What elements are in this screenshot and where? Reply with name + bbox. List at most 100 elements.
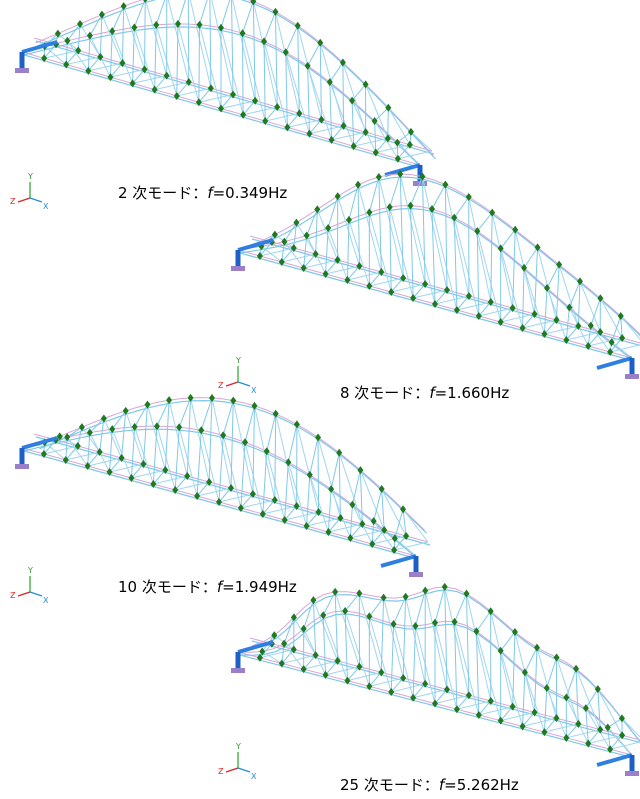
- member: [525, 648, 537, 673]
- axis-label: Y: [27, 172, 33, 181]
- member: [307, 475, 310, 526]
- member: [304, 661, 338, 669]
- axis-z: [226, 768, 238, 772]
- member: [432, 209, 435, 304]
- caption: 8 次モード：f=1.660Hz: [340, 384, 509, 402]
- bridge: [15, 394, 430, 577]
- member: [242, 1, 253, 33]
- member: [360, 470, 362, 524]
- member: [479, 308, 513, 316]
- member: [313, 600, 315, 655]
- member: [411, 206, 435, 304]
- member: [369, 616, 391, 692]
- member: [391, 284, 425, 292]
- member: [544, 688, 546, 732]
- member: [600, 298, 622, 338]
- member: [313, 600, 337, 661]
- member: [153, 476, 187, 484]
- member: [547, 657, 557, 688]
- member: [197, 430, 201, 496]
- member: [264, 41, 287, 127]
- bearing: [15, 464, 29, 469]
- page: YZX2 次モード：f=0.349HzYZX8 次モード：f=1.660HzYZ…: [0, 0, 640, 799]
- caption-part: 25 次モード：: [340, 776, 439, 794]
- member: [411, 177, 423, 206]
- member: [391, 684, 425, 692]
- member: [242, 33, 243, 115]
- member: [524, 247, 537, 268]
- member: [308, 43, 321, 66]
- member: [435, 587, 445, 623]
- member: [352, 101, 354, 147]
- member: [345, 611, 369, 686]
- member: [267, 414, 276, 451]
- member: [501, 230, 516, 249]
- member: [310, 437, 318, 474]
- axis-label: Z: [10, 591, 16, 600]
- axis-label: X: [43, 202, 49, 211]
- member: [375, 108, 389, 121]
- member: [578, 281, 580, 326]
- member: [219, 435, 223, 502]
- member: [477, 231, 500, 322]
- member: [191, 398, 210, 482]
- axis-x: [30, 592, 42, 596]
- member: [253, 1, 255, 100]
- caption-part: 10 次モード：: [118, 578, 217, 596]
- member: [44, 446, 78, 454]
- caption-part: 2 次モード：: [118, 184, 207, 202]
- member: [569, 281, 580, 307]
- member: [175, 482, 209, 490]
- member: [328, 489, 331, 532]
- bearing: [231, 266, 245, 271]
- member: [454, 197, 468, 218]
- member: [223, 401, 233, 436]
- member: [110, 429, 113, 472]
- caption-part: =5.262Hz: [444, 776, 519, 794]
- caption-part: =0.349Hz: [213, 184, 288, 202]
- axis-x: [238, 382, 250, 386]
- member: [264, 12, 275, 41]
- member: [122, 411, 126, 458]
- member: [358, 185, 359, 266]
- deck-end: [381, 556, 416, 566]
- member: [347, 672, 381, 680]
- member: [221, 0, 231, 28]
- member: [298, 26, 300, 114]
- member: [323, 615, 325, 675]
- member: [379, 177, 382, 272]
- member: [285, 462, 289, 520]
- member: [547, 265, 559, 288]
- member: [397, 132, 411, 143]
- member: [375, 121, 376, 152]
- member: [67, 41, 88, 71]
- member: [36, 0, 434, 156]
- member: [469, 197, 491, 302]
- axis-label: Y: [27, 566, 33, 575]
- axis-z: [226, 382, 238, 386]
- axis-x: [30, 198, 42, 202]
- member: [231, 0, 233, 95]
- deck-end: [22, 438, 57, 448]
- member: [288, 424, 297, 462]
- member: [263, 451, 267, 514]
- member: [156, 0, 167, 25]
- member: [349, 185, 358, 220]
- bridge: [231, 583, 640, 776]
- member: [566, 730, 600, 738]
- member: [566, 669, 576, 698]
- member: [390, 207, 392, 292]
- member: [200, 0, 210, 25]
- member: [178, 0, 188, 24]
- member: [352, 470, 360, 505]
- member: [145, 0, 146, 69]
- member: [501, 712, 535, 720]
- caption: 2 次モード：f=0.349Hz: [118, 184, 287, 202]
- member: [335, 592, 359, 667]
- member: [197, 488, 231, 496]
- bridge: [231, 170, 640, 379]
- member: [369, 598, 383, 617]
- member: [523, 672, 525, 726]
- member: [610, 344, 640, 352]
- member: [330, 63, 343, 83]
